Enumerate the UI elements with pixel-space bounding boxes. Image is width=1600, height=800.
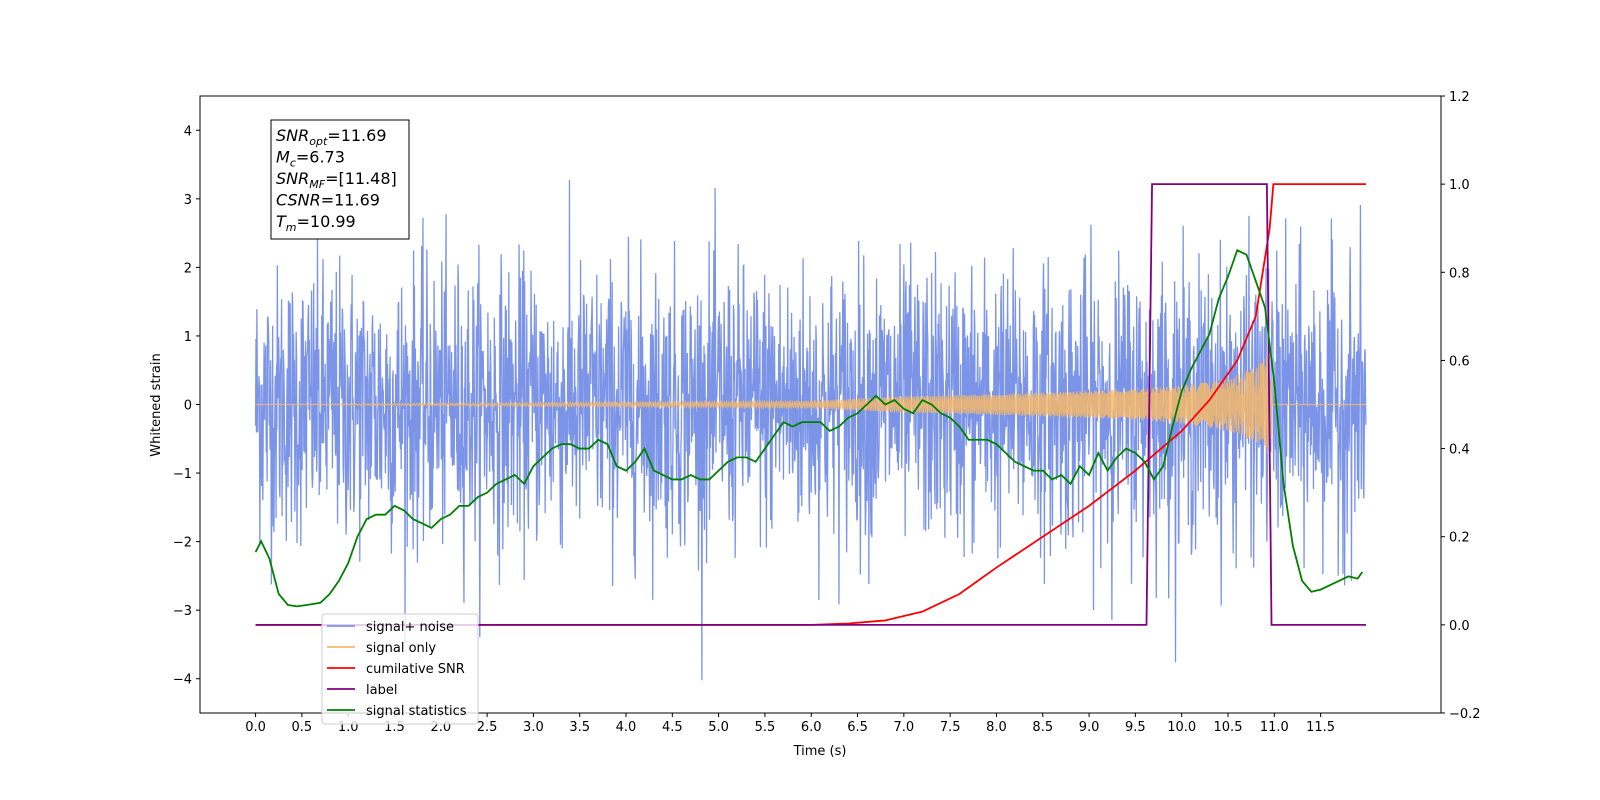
- annotation-line: SNRopt=11.69: [276, 126, 387, 148]
- x-tick-label: 10.5: [1214, 720, 1243, 735]
- x-axis: 0.0 0.5 1.0 1.5 2.0 2.5 3.0 3.5 4.0 4.5 5.0 5.5 6.0 6…: [245, 713, 1335, 735]
- x-axis-label: Time (s): [793, 744, 847, 759]
- y-tick-label: 0: [184, 399, 192, 414]
- x-tick-label: 10.0: [1167, 720, 1196, 735]
- legend-frame: [321, 613, 479, 725]
- series-layer: [254, 179, 1367, 681]
- y2-tick-label: 0.0: [1449, 619, 1470, 634]
- legend-entry: signal+ noise: [366, 620, 454, 635]
- x-tick-label: 11.5: [1306, 720, 1335, 735]
- y2-tick-label: 1.2: [1449, 90, 1470, 105]
- y-axis-left: −4 −3 −2 −1 0 1 2 3 4: [173, 124, 200, 688]
- series-signal-plus-noise: [254, 179, 1367, 681]
- y2-tick-label: 0.8: [1449, 266, 1470, 281]
- y-tick-label: −4: [173, 673, 192, 688]
- y-tick-label: −1: [173, 467, 192, 482]
- x-tick-label: 2.5: [477, 720, 498, 735]
- x-tick-label: 9.0: [1079, 720, 1100, 735]
- y2-tick-label: 0.4: [1449, 443, 1470, 458]
- x-tick-label: 9.5: [1125, 720, 1146, 735]
- annotation-frame: [270, 119, 410, 240]
- x-tick-label: 0.0: [245, 720, 266, 735]
- y-tick-label: −3: [173, 604, 192, 619]
- y-tick-label: −2: [173, 536, 192, 551]
- legend-entry: cumilative SNR: [366, 662, 465, 677]
- x-tick-label: 6.0: [801, 720, 822, 735]
- x-tick-label: 8.0: [986, 720, 1007, 735]
- x-tick-label: 3.0: [523, 720, 544, 735]
- y-tick-label: 4: [184, 124, 192, 139]
- legend-entry: label: [366, 683, 397, 698]
- x-tick-label: 3.5: [569, 720, 590, 735]
- y-axis-right: −0.2 0.0 0.2 0.4 0.6 0.8 1.0 1.2: [1441, 90, 1481, 722]
- x-tick-label: 8.5: [1032, 720, 1053, 735]
- y-axis-label: Whitened strain: [149, 353, 164, 456]
- y2-tick-label: 0.6: [1449, 354, 1470, 369]
- y-tick-label: 1: [184, 330, 192, 345]
- legend: signal+ noise signal only cumilative SNR la…: [321, 613, 479, 725]
- legend-entry: signal statistics: [366, 704, 467, 719]
- legend-entry: signal only: [366, 641, 436, 656]
- y2-tick-label: −0.2: [1449, 707, 1481, 722]
- y-tick-label: 3: [184, 193, 192, 208]
- annotation-line: CSNR=11.69: [276, 191, 380, 210]
- annotation-line: Tm=10.99: [276, 212, 356, 234]
- x-tick-label: 6.5: [847, 720, 868, 735]
- y-tick-label: 2: [184, 261, 192, 276]
- x-tick-label: 11.0: [1260, 720, 1289, 735]
- annotation-line: SNRMF=[11.48]: [276, 169, 397, 191]
- x-tick-label: 5.0: [708, 720, 729, 735]
- annotation-box: SNRopt=11.69Mc=6.73SNRMF=[11.48]CSNR=11.…: [270, 119, 410, 240]
- x-tick-label: 4.5: [662, 720, 683, 735]
- x-tick-label: 7.0: [894, 720, 915, 735]
- y2-tick-label: 0.2: [1449, 531, 1470, 546]
- series-label: [255, 183, 1366, 626]
- x-tick-label: 0.5: [292, 720, 313, 735]
- series-cumulative-snr: [255, 183, 1366, 626]
- y2-tick-label: 1.0: [1449, 178, 1470, 193]
- x-tick-label: 7.5: [940, 720, 961, 735]
- series-signal-statistics: [254, 249, 1364, 608]
- x-tick-label: 5.5: [755, 720, 776, 735]
- x-tick-label: 4.0: [616, 720, 637, 735]
- annotation-line: Mc=6.73: [276, 148, 345, 170]
